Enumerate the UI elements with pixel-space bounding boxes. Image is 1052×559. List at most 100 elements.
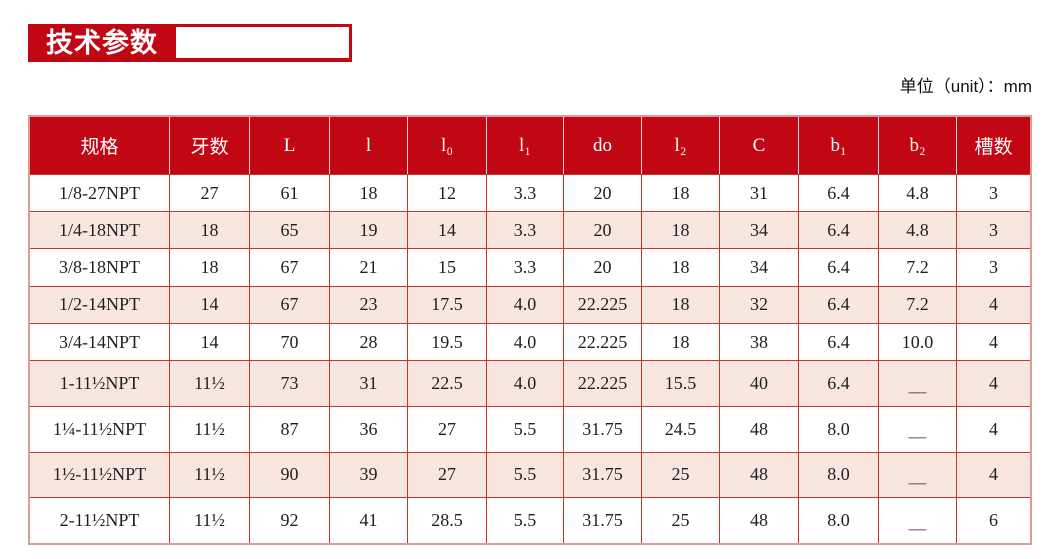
table-cell: 18 xyxy=(642,322,720,361)
table-cell: 61 xyxy=(250,174,330,212)
table-row: 1-11½NPT 11½ 73 31 22.5 4.0 22.225 15.5 40 6.4 ＿ 4 xyxy=(30,360,1030,406)
unit-note: 单位（unit）：mm xyxy=(899,77,1032,96)
table-cell: 31 xyxy=(330,360,408,406)
table-cell: 4.0 xyxy=(487,285,564,323)
table-row: 1¼-11½NPT 11½ 87 36 27 5.5 31.75 24.5 48 8.0 ＿ 4 xyxy=(30,405,1030,452)
table-cell: ＿ xyxy=(879,497,957,543)
table-cell: 1/4-18NPT xyxy=(30,211,170,249)
table-cell: 48 xyxy=(720,405,799,452)
table-cell: 92 xyxy=(250,497,330,543)
table-cell: 1/2-14NPT xyxy=(30,285,170,323)
table-cell: 19.5 xyxy=(408,322,487,361)
table-cell: 6.4 xyxy=(799,285,879,323)
table-cell: 4 xyxy=(957,285,1030,323)
column-header: do xyxy=(564,117,642,174)
table-cell: 4.8 xyxy=(879,211,957,249)
table-cell: 23 xyxy=(330,285,408,323)
table-cell: 22.225 xyxy=(564,285,642,323)
table-cell: 5.5 xyxy=(487,451,564,498)
table-cell: 20 xyxy=(564,174,642,212)
table-cell: 28.5 xyxy=(408,497,487,543)
table-cell: 11½ xyxy=(170,405,250,452)
table-cell: 6.4 xyxy=(799,174,879,212)
table-cell: 6.4 xyxy=(799,360,879,406)
table-cell: 4 xyxy=(957,322,1030,361)
table-cell: 18 xyxy=(642,174,720,212)
table-cell: 4 xyxy=(957,360,1030,406)
table-cell: 34 xyxy=(720,211,799,249)
section-header: 技术参数 xyxy=(28,24,352,62)
table-cell: 38 xyxy=(720,322,799,361)
table-cell: 6 xyxy=(957,497,1030,543)
table-cell: 7.2 xyxy=(879,285,957,323)
table-cell: ＿ xyxy=(879,360,957,406)
table-cell: 22.225 xyxy=(564,322,642,361)
table-cell: 3.3 xyxy=(487,248,564,286)
table-cell: 3.3 xyxy=(487,211,564,249)
column-header: C xyxy=(720,117,799,174)
table-cell: 20 xyxy=(564,248,642,286)
table-cell: 67 xyxy=(250,285,330,323)
table-cell: 40 xyxy=(720,360,799,406)
table-cell: 31 xyxy=(720,174,799,212)
table-cell: 4.0 xyxy=(487,360,564,406)
column-header: l₂ xyxy=(642,117,720,174)
table-cell: 31.75 xyxy=(564,497,642,543)
table-cell: 67 xyxy=(250,248,330,286)
page-title: 技术参数 xyxy=(46,27,158,58)
table-cell: 14 xyxy=(408,211,487,249)
table-cell: 11½ xyxy=(170,360,250,406)
table-cell: 8.0 xyxy=(799,497,879,543)
table-cell: 36 xyxy=(330,405,408,452)
table-cell: 6.4 xyxy=(799,248,879,286)
table-row: 1/4-18NPT 18 65 19 14 3.3 20 18 34 6.4 4.8 3 xyxy=(30,211,1030,249)
table-cell: 27 xyxy=(408,451,487,498)
table-cell: 48 xyxy=(720,451,799,498)
table-cell: 18 xyxy=(642,285,720,323)
table-cell: 65 xyxy=(250,211,330,249)
table-cell: 5.5 xyxy=(487,405,564,452)
column-header: 牙数 xyxy=(170,117,250,174)
table-cell: 14 xyxy=(170,322,250,361)
table-row: 3/4-14NPT 14 70 28 19.5 4.0 22.225 18 38 6.4 10.0 4 xyxy=(30,322,1030,361)
table-cell: 24.5 xyxy=(642,405,720,452)
column-header: 规格 xyxy=(30,117,170,174)
table-cell: ＿ xyxy=(879,451,957,498)
table-cell: 90 xyxy=(250,451,330,498)
table-cell: 1½-11½NPT xyxy=(30,451,170,498)
table-cell: 20 xyxy=(564,211,642,249)
table-cell: 12 xyxy=(408,174,487,212)
table-cell: 4.0 xyxy=(487,322,564,361)
column-header: b₁ xyxy=(799,117,879,174)
table-cell: 27 xyxy=(408,405,487,452)
table-cell: 22.5 xyxy=(408,360,487,406)
table-cell: 3.3 xyxy=(487,174,564,212)
table-cell: 39 xyxy=(330,451,408,498)
table-cell: 3/4-14NPT xyxy=(30,322,170,361)
table-cell: 17.5 xyxy=(408,285,487,323)
column-header: L xyxy=(250,117,330,174)
table-cell: 10.0 xyxy=(879,322,957,361)
title-decorative-box xyxy=(176,27,349,58)
table-cell: 22.225 xyxy=(564,360,642,406)
table-cell: 18 xyxy=(330,174,408,212)
table-cell: 8.0 xyxy=(799,405,879,452)
table-cell: 87 xyxy=(250,405,330,452)
table-cell: 4 xyxy=(957,405,1030,452)
column-header: 槽数 xyxy=(957,117,1030,174)
table-cell: 3 xyxy=(957,248,1030,286)
table-cell: 3 xyxy=(957,211,1030,249)
table-cell: 18 xyxy=(642,211,720,249)
table-cell: 8.0 xyxy=(799,451,879,498)
table-row: 2-11½NPT 11½ 92 41 28.5 5.5 31.75 25 48 8.0 ＿ 6 xyxy=(30,497,1030,543)
table-cell: 5.5 xyxy=(487,497,564,543)
table-cell: 1-11½NPT xyxy=(30,360,170,406)
column-header: l₀ xyxy=(408,117,487,174)
table-cell: 6.4 xyxy=(799,211,879,249)
table-row: 3/8-18NPT 18 67 21 15 3.3 20 18 34 6.4 7.2 3 xyxy=(30,248,1030,286)
table-cell: 34 xyxy=(720,248,799,286)
